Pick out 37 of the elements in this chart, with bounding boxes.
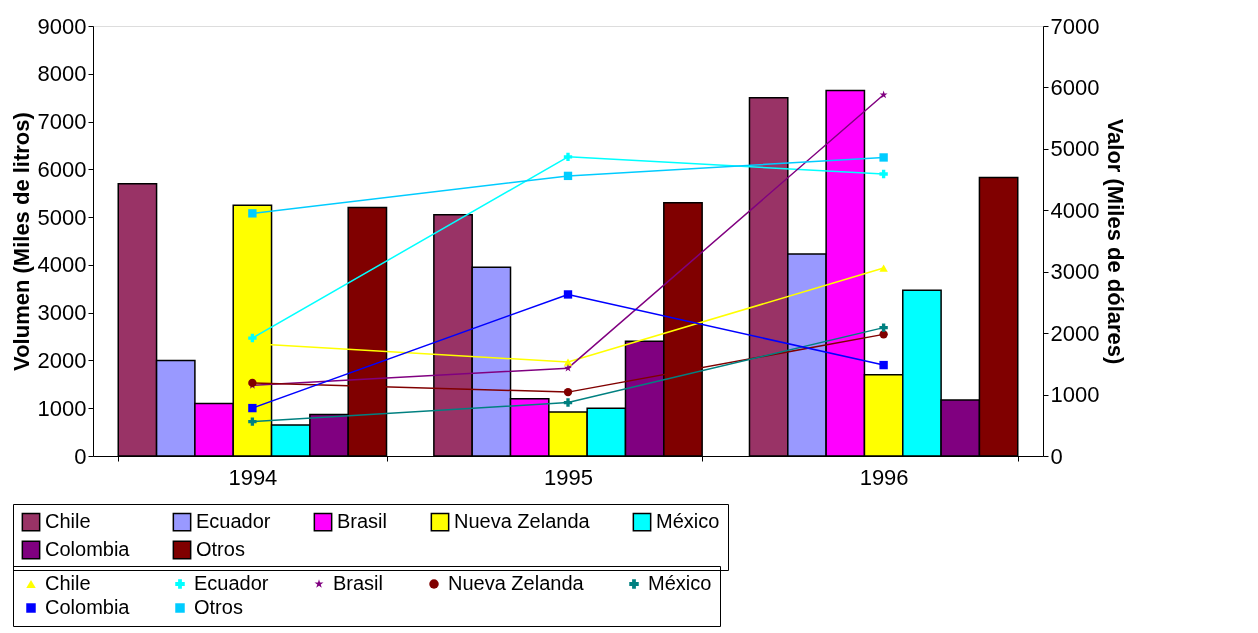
legend-label: Brasil bbox=[337, 510, 388, 533]
y2-tick-label: 0 bbox=[1050, 443, 1063, 469]
legend-label: Colombia bbox=[45, 596, 131, 618]
legend-label: Otros bbox=[194, 596, 243, 618]
y-tick-label: 8000 bbox=[37, 61, 87, 87]
y2-tick-label: 4000 bbox=[1050, 197, 1100, 223]
legend-label: Brasil bbox=[333, 572, 384, 594]
y-tick-label: 3000 bbox=[37, 300, 87, 326]
y-tick-label: 0 bbox=[74, 443, 87, 469]
x-tick-label: 1996 bbox=[859, 464, 909, 490]
y2-tick-label: 7000 bbox=[1050, 13, 1100, 39]
legend-label: Nueva Zelanda bbox=[448, 572, 585, 594]
y2-tick-label: 3000 bbox=[1050, 259, 1100, 285]
y-axis-title: Volumen (Miles de litros) bbox=[8, 112, 34, 371]
legend-label: Chile bbox=[45, 510, 91, 533]
y-tick-label: 9000 bbox=[37, 13, 87, 39]
y2-tick-label: 2000 bbox=[1050, 320, 1100, 346]
y2-tick-label: 6000 bbox=[1050, 74, 1100, 100]
y-tick-label: 4000 bbox=[37, 252, 87, 278]
legend-label: Chile bbox=[45, 572, 91, 594]
y2-axis-title: Valor (Miles de dólares) bbox=[1103, 118, 1129, 365]
y-tick-label: 2000 bbox=[37, 347, 87, 373]
y-tick-label: 6000 bbox=[37, 156, 87, 182]
y-tick-label: 1000 bbox=[37, 395, 87, 421]
legend-label: México bbox=[648, 572, 712, 594]
x-tick-label: 1995 bbox=[544, 464, 593, 490]
y2-tick-label: 1000 bbox=[1050, 382, 1100, 408]
legend-label: Otros bbox=[196, 538, 245, 560]
legend-label: México bbox=[656, 510, 720, 533]
y-tick-label: 7000 bbox=[37, 109, 87, 135]
legend-label: Colombia bbox=[45, 538, 131, 560]
legend-label: Ecuador bbox=[196, 510, 271, 533]
y2-tick-label: 5000 bbox=[1050, 136, 1100, 162]
x-tick-label: 1994 bbox=[228, 464, 278, 490]
legend-label: Nueva Zelanda bbox=[454, 510, 591, 533]
y-tick-label: 5000 bbox=[37, 204, 87, 230]
legend-label: Ecuador bbox=[194, 572, 269, 594]
